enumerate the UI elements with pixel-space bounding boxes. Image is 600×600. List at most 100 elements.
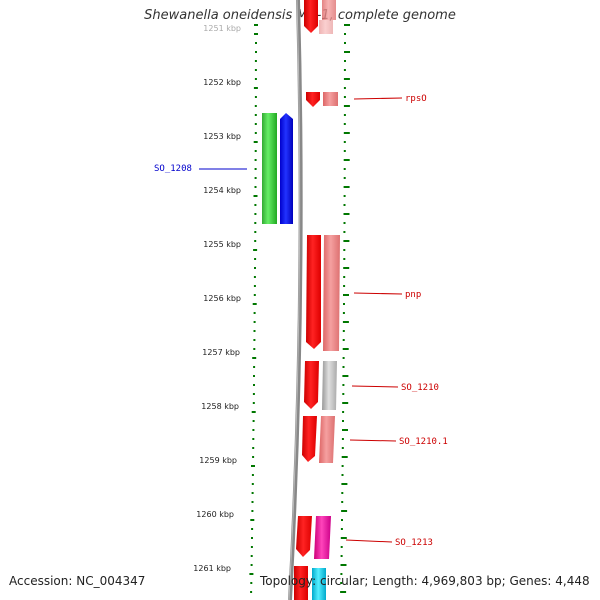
ring-dot (343, 96, 346, 98)
ring-dot (343, 186, 350, 188)
gene-feature[interactable] (294, 566, 308, 600)
ring-dot (253, 330, 256, 332)
ring-dot (250, 519, 255, 521)
tick-label: 1258 kbp (201, 402, 239, 411)
ring-dot (254, 114, 257, 116)
ring-dot (252, 447, 255, 449)
ring-dot (340, 555, 343, 557)
gene-features[interactable] (262, 0, 340, 600)
gene-rpsO[interactable] (306, 92, 320, 107)
ring-dot (343, 78, 350, 80)
ring-dot (250, 564, 253, 566)
ring-dot (251, 537, 253, 539)
ring-dot (255, 42, 257, 44)
gene-SO_1213[interactable] (314, 516, 331, 559)
gene-feature[interactable] (319, 416, 335, 463)
ring-dot (253, 141, 258, 143)
ring-dot (253, 312, 256, 314)
gene-feature-green[interactable] (262, 113, 277, 224)
ring-dot (342, 429, 348, 431)
ring-dot (250, 546, 253, 548)
ring-dot (341, 483, 348, 485)
ring-dot (254, 150, 257, 152)
gene-labels[interactable]: rpsO SO_1208 pnp SO_1210 SO_1210.1 SO_12… (154, 94, 448, 548)
ring-dot (253, 195, 258, 197)
ring-dot (343, 240, 350, 242)
gene-feature[interactable] (323, 235, 340, 351)
ring-dot (342, 312, 345, 314)
ring-dot (342, 384, 345, 386)
ring-dotted-right (340, 24, 350, 593)
ring-dot (341, 438, 344, 440)
ring-dot (254, 267, 256, 269)
ring-dot (342, 366, 345, 368)
ring-dot (340, 546, 343, 548)
ring-dot (343, 303, 345, 305)
tick-label: 1255 kbp (203, 240, 241, 249)
ring-dot (254, 123, 257, 125)
ring-dot (254, 186, 257, 188)
gene-pnp[interactable] (306, 235, 321, 349)
ring-dot (344, 42, 346, 44)
ring-dot (254, 159, 257, 161)
ring-dot (254, 222, 257, 224)
ring-dot (341, 510, 348, 512)
ring-dot (253, 294, 256, 296)
ring-dot (343, 249, 346, 251)
gene-feature[interactable] (322, 0, 336, 20)
ring-dot (252, 393, 255, 395)
ring-dot (251, 492, 254, 494)
gene-label-SO_1213[interactable]: SO_1213 (395, 538, 433, 548)
ring-dot (343, 141, 346, 143)
ring-dot (342, 402, 349, 404)
tick-label: 1254 kbp (203, 186, 241, 195)
tick-label: 1257 kbp (202, 348, 240, 357)
ring-dot (252, 303, 257, 305)
ring-dot (342, 348, 349, 350)
gene-feature[interactable] (323, 92, 338, 106)
ring-dot (252, 438, 255, 440)
gene-SO_1210.1[interactable] (302, 416, 317, 462)
gene-label-SO_1210[interactable]: SO_1210 (401, 383, 439, 393)
sequence-backbone (288, 0, 303, 600)
gene-feature[interactable] (296, 516, 312, 557)
ring-dot (343, 69, 346, 71)
gene-label-SO_1208[interactable]: SO_1208 (154, 164, 192, 174)
ring-dot (254, 168, 257, 170)
genome-summary-text: Topology: circular; Length: 4,969,803 bp… (260, 574, 590, 588)
gene-feature-cyan[interactable] (312, 568, 326, 600)
ring-dot (342, 321, 349, 323)
gene-feature[interactable] (322, 361, 337, 410)
ring-dot (253, 384, 255, 386)
tick-label: 1253 kbp (203, 132, 241, 141)
tick-label: 1260 kbp (196, 510, 234, 519)
ring-dot (252, 357, 257, 359)
gene-SO_1210[interactable] (304, 361, 319, 409)
ring-dot (343, 213, 350, 215)
ring-dot (344, 60, 346, 62)
gene-label-pnp[interactable]: pnp (405, 290, 421, 300)
gene-feature[interactable] (304, 0, 318, 33)
ring-dot (343, 195, 346, 197)
ring-dot (342, 411, 345, 413)
ring-dot (254, 213, 257, 215)
ring-dot (253, 276, 256, 278)
gene-feature[interactable] (319, 20, 333, 34)
ring-dot (254, 96, 257, 98)
ring-dot (342, 330, 345, 332)
ring-dot (251, 411, 256, 413)
gene-label-rpsO[interactable]: rpsO (405, 94, 427, 104)
ring-dot (251, 483, 254, 485)
accession-text: Accession: NC_004347 (9, 574, 146, 588)
gene-label-SO_1210.1[interactable]: SO_1210.1 (399, 437, 448, 447)
gene-SO_1208[interactable] (280, 113, 293, 224)
ring-dot (254, 258, 257, 260)
ring-dot (252, 429, 255, 431)
ring-dot (340, 582, 343, 584)
ring-dot (342, 420, 344, 422)
ring-dotted-left (249, 24, 258, 593)
ring-dot (254, 33, 258, 35)
ring-dot (343, 87, 346, 89)
kbp-tick-labels: 1251 kbp 1252 kbp 1253 kbp 1254 kbp 1255… (193, 24, 241, 573)
